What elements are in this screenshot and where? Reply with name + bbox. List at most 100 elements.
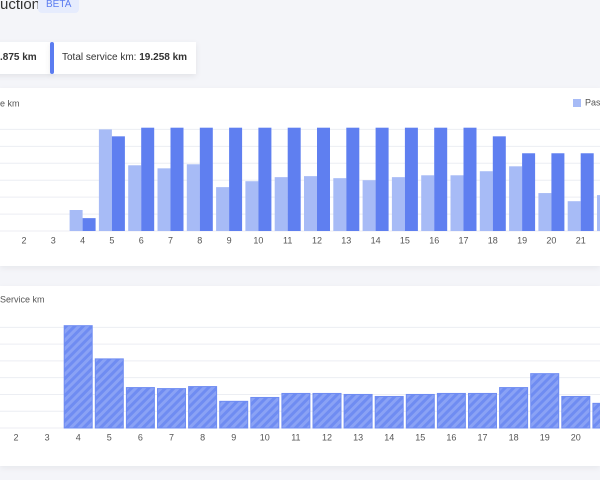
x-tick-label: 9 [231, 432, 236, 442]
bar [287, 127, 301, 231]
x-tick-label: 19 [517, 235, 527, 245]
x-tick-label: 18 [509, 432, 519, 442]
x-tick-label: 16 [429, 235, 439, 245]
x-tick-label: 5 [107, 432, 112, 442]
bar [63, 325, 93, 429]
bar [530, 373, 560, 429]
bar [125, 387, 155, 429]
bar [434, 127, 448, 231]
x-tick-label: 8 [200, 432, 205, 442]
x-tick-label: 21 [576, 235, 586, 245]
x-tick-label: 11 [291, 432, 300, 442]
bar [492, 136, 506, 231]
bar [98, 129, 112, 231]
bar [551, 153, 565, 231]
bar [199, 127, 213, 231]
x-tick-label: 13 [341, 235, 351, 245]
bar [391, 177, 405, 231]
bar [405, 393, 435, 429]
x-tick-label: 20 [571, 432, 581, 442]
bar [362, 180, 376, 231]
x-tick-label: 20 [546, 235, 556, 245]
stat-card: Total service km: 19.258 km [50, 42, 196, 74]
x-tick-label: 17 [477, 432, 487, 442]
x-tick-label: 17 [458, 235, 468, 245]
bar [157, 388, 186, 429]
bar [567, 201, 581, 231]
bar [304, 176, 317, 231]
x-tick-label: 13 [353, 432, 363, 442]
x-tick-label: 19 [540, 432, 550, 442]
bar [317, 127, 330, 231]
bar [450, 175, 464, 231]
y-axis-label: e km [0, 98, 20, 108]
bar [509, 166, 523, 231]
bar [374, 395, 404, 429]
y-axis-label: Service km [0, 294, 45, 304]
bar [499, 387, 529, 429]
bar [592, 402, 600, 429]
stat-label: Total service km: [62, 52, 137, 63]
bar [186, 164, 200, 231]
bar [157, 168, 171, 231]
bar [258, 127, 272, 231]
bar [216, 187, 230, 231]
bar [111, 136, 125, 231]
bar [219, 400, 249, 429]
x-tick-label: 11 [283, 235, 292, 245]
bar [188, 386, 218, 429]
x-tick-label: 4 [76, 432, 81, 442]
x-tick-label: 15 [400, 235, 410, 245]
stat-value: 19.258 km [139, 52, 188, 63]
stat-value: .875 km [0, 52, 37, 63]
x-tick-label: 7 [168, 235, 173, 245]
bar [580, 153, 594, 231]
x-tick-label: 4 [80, 235, 85, 245]
bar [128, 165, 142, 231]
x-tick-label: 10 [260, 432, 270, 442]
x-tick-label: 7 [169, 432, 174, 442]
bar [375, 127, 389, 231]
bar [561, 395, 591, 429]
legend-swatch [573, 99, 581, 107]
bar [94, 358, 124, 429]
accent [50, 42, 54, 74]
bar [538, 193, 552, 231]
bar [436, 392, 466, 429]
bar [281, 392, 311, 429]
page-title: uction [0, 0, 41, 13]
x-tick-label: 12 [322, 432, 332, 442]
bar [522, 153, 536, 231]
x-tick-label: 10 [253, 235, 263, 245]
bar [141, 127, 155, 231]
bar [250, 396, 280, 429]
stat-card: .875 km [0, 42, 52, 74]
bar [479, 171, 493, 231]
x-tick-label: 6 [138, 432, 143, 442]
bar [333, 178, 347, 231]
x-tick-label: 14 [371, 235, 381, 245]
x-tick-label: 3 [51, 235, 56, 245]
bar [274, 177, 288, 231]
beta-badge: BETA [38, 0, 80, 13]
x-tick-label: 9 [227, 235, 232, 245]
x-tick-label: 14 [384, 432, 394, 442]
x-tick-label: 2 [13, 432, 18, 442]
bar [404, 127, 418, 231]
bar [421, 175, 435, 231]
bar [245, 181, 259, 231]
bar [597, 195, 600, 231]
bar [82, 218, 96, 231]
x-tick-label: 2 [21, 235, 26, 245]
x-tick-label: 5 [109, 235, 114, 245]
bar [468, 392, 497, 429]
x-tick-label: 8 [197, 235, 202, 245]
x-tick-label: 3 [45, 432, 50, 442]
bar [312, 392, 342, 429]
bar [69, 210, 83, 231]
bar [346, 127, 360, 231]
bar [463, 127, 477, 231]
x-tick-label: 16 [446, 432, 456, 442]
